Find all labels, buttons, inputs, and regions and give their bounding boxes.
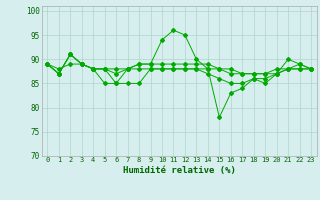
X-axis label: Humidité relative (%): Humidité relative (%) [123, 166, 236, 175]
